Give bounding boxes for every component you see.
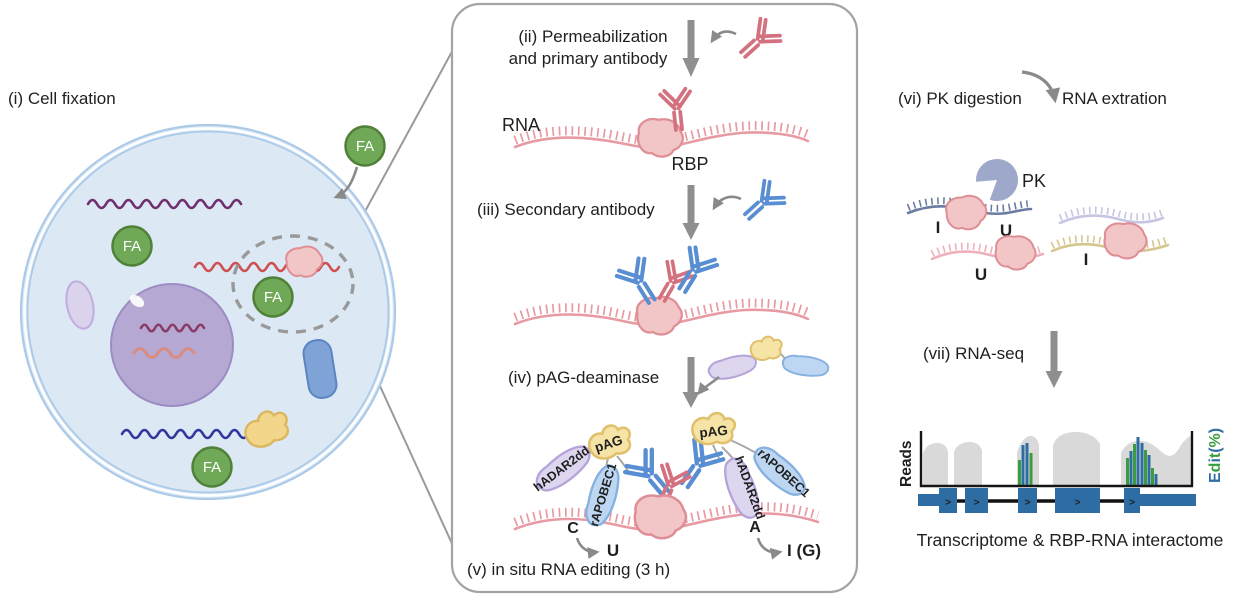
step7-label: (vii) RNA-seq bbox=[923, 344, 1024, 363]
c-to-u-arrow bbox=[575, 537, 600, 559]
edit-bar bbox=[1144, 450, 1147, 487]
edit-bars bbox=[1018, 437, 1158, 487]
fa-entry-arrow bbox=[333, 166, 359, 200]
fa-badge: FA bbox=[111, 225, 153, 267]
step3-add-arrow bbox=[712, 195, 742, 211]
organelle-blue bbox=[302, 339, 338, 399]
pk-digestion-section: (vi) PK digestion RNA extration PK I U U… bbox=[898, 70, 1168, 284]
pag-label: pAG bbox=[699, 423, 729, 441]
edit-bar bbox=[1154, 474, 1158, 487]
base-i-mark: I bbox=[1084, 250, 1089, 269]
rbp-blob bbox=[993, 233, 1038, 272]
rbp-blob bbox=[943, 192, 990, 234]
rna-fragment bbox=[1058, 214, 1165, 225]
step2-down-arrow bbox=[682, 20, 700, 77]
step6a-label: (vi) PK digestion bbox=[898, 89, 1022, 108]
gene-model: > > > > > bbox=[918, 488, 1196, 513]
fa-label: FA bbox=[356, 138, 374, 155]
nuclear-rna-purple bbox=[139, 323, 206, 333]
cell-membrane-gap bbox=[23, 127, 393, 497]
rbp-blob bbox=[1102, 221, 1149, 261]
step3-label: (iii) Secondary antibody bbox=[477, 200, 655, 219]
nuclear-rna-salmon bbox=[132, 347, 196, 359]
step2-label-line1: (ii) Permeabilization bbox=[518, 27, 667, 46]
fa-label: FA bbox=[123, 238, 141, 255]
exon-direction-arrow: > bbox=[1025, 498, 1031, 509]
step4-add-arrow bbox=[697, 375, 720, 396]
pk-label: PK bbox=[1022, 171, 1046, 191]
exon-box bbox=[1055, 488, 1100, 513]
step5-label: (v) in situ RNA editing (3 h) bbox=[467, 560, 670, 579]
base-u-label: U bbox=[607, 541, 619, 560]
pk-pacman-icon bbox=[976, 158, 1019, 201]
edit-bar bbox=[1151, 468, 1154, 487]
nucleus-highlight bbox=[129, 294, 145, 308]
exon-box bbox=[1124, 488, 1140, 513]
gene-model-exons: > > > > > bbox=[918, 488, 1196, 513]
edit-bar bbox=[1025, 443, 1029, 487]
exon-direction-arrow: > bbox=[945, 498, 951, 509]
cell-membrane-inner bbox=[26, 130, 390, 494]
edit-bar bbox=[1021, 445, 1025, 487]
rna-label: RNA bbox=[502, 115, 540, 135]
edit-bar bbox=[1140, 443, 1144, 487]
fa-label: FA bbox=[203, 459, 221, 476]
step6-curved-arrow bbox=[1021, 70, 1061, 104]
base-c-label: C bbox=[567, 520, 579, 537]
coverage-area bbox=[923, 443, 948, 486]
utr-bar bbox=[1140, 494, 1196, 506]
rna-purple bbox=[86, 198, 243, 210]
base-a-label: A bbox=[749, 519, 761, 536]
edit-bar bbox=[1126, 458, 1129, 487]
coverage-area bbox=[1053, 432, 1100, 486]
exon-direction-arrow: > bbox=[974, 498, 980, 509]
result-caption: Transcriptome & RBP-RNA interactome bbox=[917, 530, 1224, 550]
rbp-label: RBP bbox=[671, 154, 708, 174]
fa-badge: FA bbox=[191, 446, 233, 488]
base-i-mark: I bbox=[936, 218, 941, 237]
step4-down-arrow bbox=[682, 357, 700, 408]
edit-axis-label: Edit(%) bbox=[1207, 428, 1224, 483]
exon-box bbox=[1018, 488, 1037, 513]
cell-region: (i) Cell fixation FA FA FA bbox=[8, 89, 397, 501]
fa-label: FA bbox=[264, 289, 282, 306]
a-to-i-arrow bbox=[756, 537, 783, 560]
step4-label: (iv) pAG-deaminase bbox=[508, 368, 659, 387]
organelle-vesicle bbox=[65, 280, 95, 330]
coverage-area bbox=[954, 442, 982, 486]
step2-add-arrow bbox=[710, 29, 737, 44]
nucleus bbox=[110, 283, 234, 407]
exon-direction-arrow: > bbox=[1129, 498, 1135, 509]
step7-down-arrow bbox=[1045, 331, 1063, 388]
reads-axis-label: Reads bbox=[898, 440, 915, 487]
zoom-dashed-circle bbox=[231, 234, 355, 334]
edit-bar bbox=[1129, 451, 1133, 487]
edit-bar bbox=[1029, 453, 1033, 487]
fusion-linker bbox=[616, 455, 629, 472]
fa-badge: FA bbox=[344, 125, 386, 167]
step6b-label: RNA extration bbox=[1062, 89, 1167, 108]
step3-down-arrow bbox=[682, 185, 700, 240]
exon-box bbox=[939, 488, 957, 513]
exon-box bbox=[965, 488, 988, 513]
coverage-plot: Reads Edit(%) bbox=[898, 428, 1224, 488]
base-ig-label: I (G) bbox=[787, 541, 821, 560]
edit-bar bbox=[1147, 455, 1151, 487]
exon-direction-arrow: > bbox=[1075, 498, 1081, 509]
plot-axes bbox=[919, 431, 1194, 488]
edit-bar bbox=[1136, 437, 1140, 487]
step1-label: (i) Cell fixation bbox=[8, 89, 116, 108]
base-u-mark: U bbox=[975, 265, 987, 284]
step2-label-line2: and primary antibody bbox=[509, 49, 668, 68]
edit-bar bbox=[1133, 444, 1136, 487]
edit-bar bbox=[1018, 460, 1021, 487]
fusion-linker bbox=[729, 439, 757, 454]
zoom-panel: (ii) Permeabilization and primary antibo… bbox=[450, 2, 859, 594]
rna-seq-section: (vii) RNA-seq Reads Edit(%) > > > > > Transc… bbox=[898, 331, 1224, 550]
fa-badge: FA bbox=[252, 276, 294, 318]
